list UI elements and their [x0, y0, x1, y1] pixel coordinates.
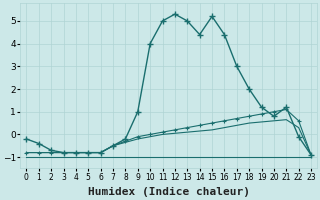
X-axis label: Humidex (Indice chaleur): Humidex (Indice chaleur) [88, 187, 250, 197]
